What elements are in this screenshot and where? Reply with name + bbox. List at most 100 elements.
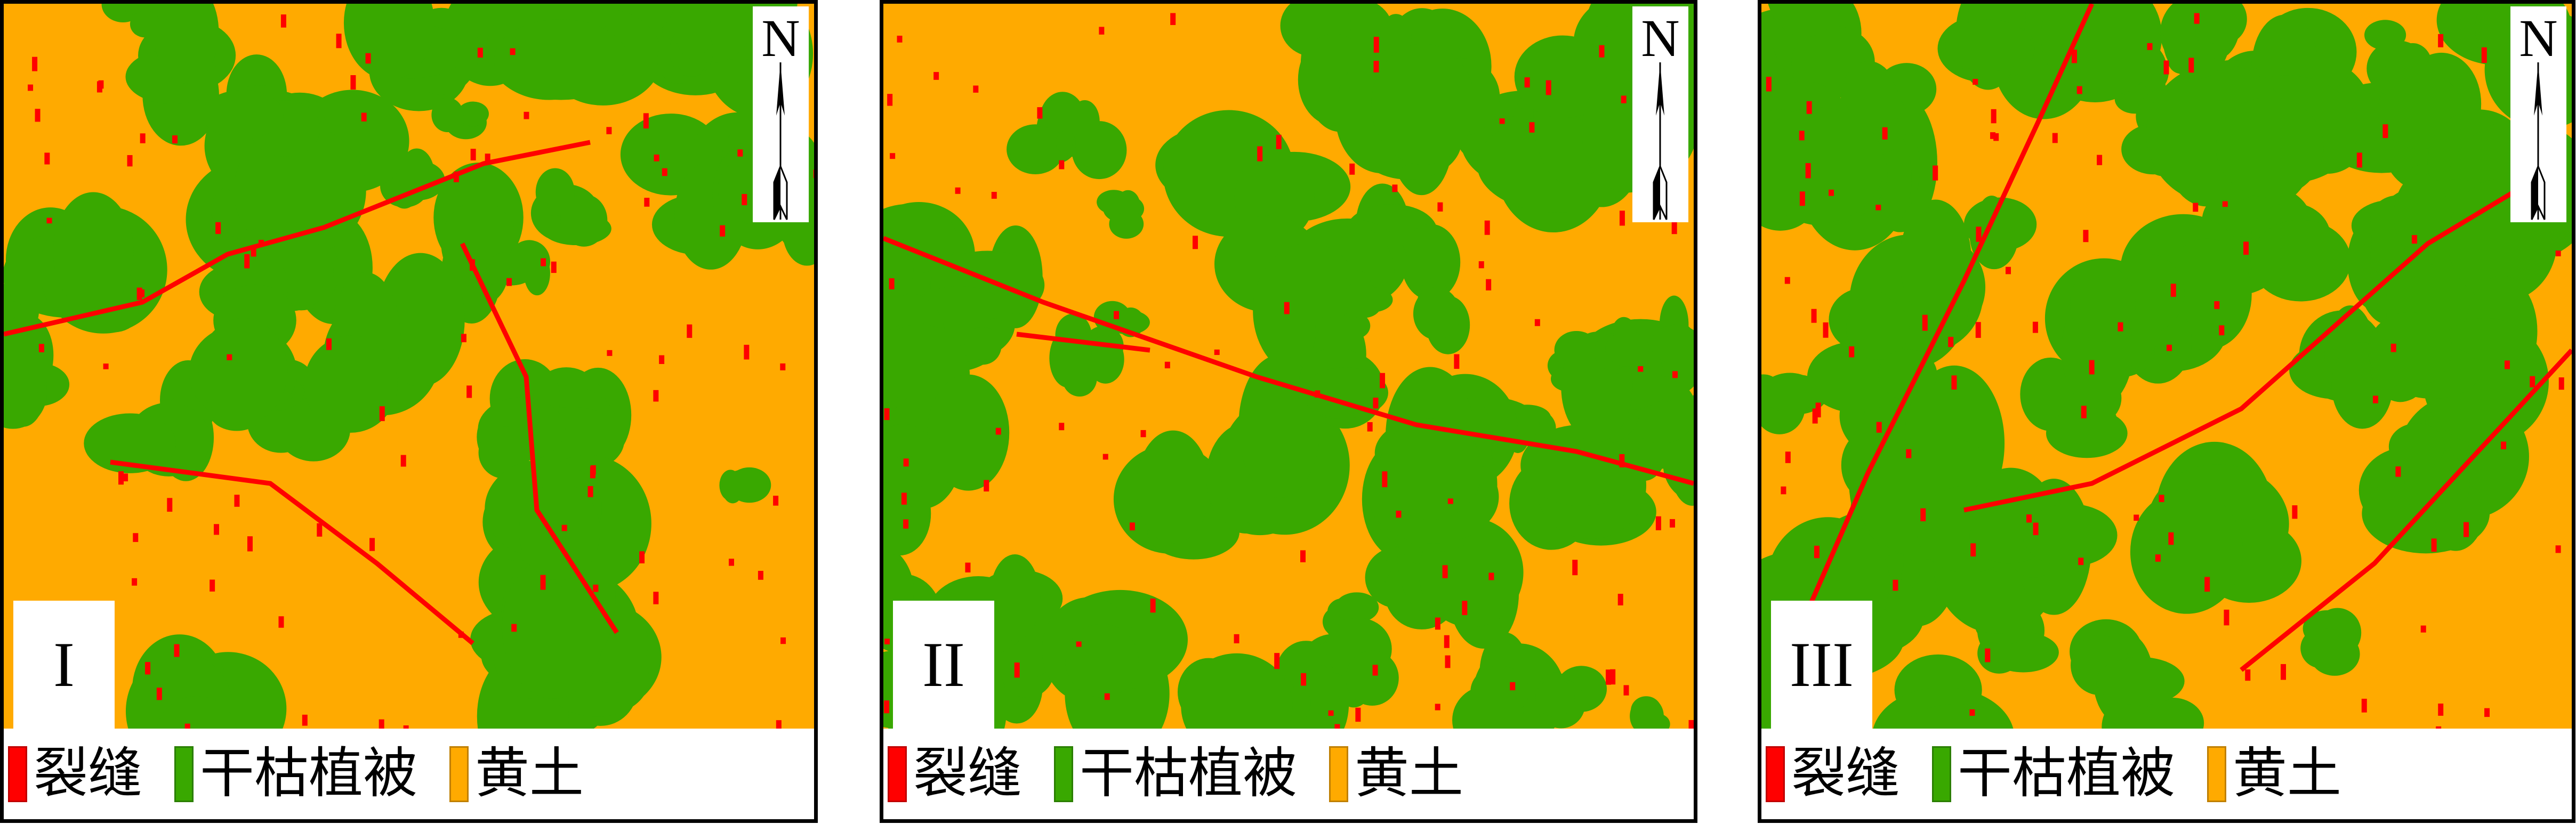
crack-pixel	[2076, 86, 2082, 94]
crack-pixel	[258, 239, 264, 247]
crack-pixel	[210, 579, 215, 592]
legend-item-vegetation: 干枯植被	[1054, 746, 1297, 802]
crack-pixel	[1445, 655, 1451, 668]
crack-pixel	[2438, 704, 2444, 716]
crack-pixel	[1373, 61, 1379, 72]
crack-pixel	[744, 344, 750, 360]
vegetation-patch	[888, 455, 922, 504]
crack-pixel	[2170, 284, 2176, 297]
crack-pixel	[2168, 532, 2174, 545]
vegetation-patch	[2140, 697, 2204, 729]
crack-pixel	[1014, 663, 1020, 678]
crack-pixel	[1922, 314, 1928, 331]
north-label: N	[761, 9, 800, 68]
crack-pixel	[461, 334, 466, 343]
legend-label: 干枯植被	[1958, 742, 2175, 805]
crack-line	[460, 243, 619, 634]
crack-pixel	[2147, 43, 2153, 50]
vegetation-patch	[1768, 4, 1844, 37]
legend-swatch-crack	[888, 746, 907, 802]
crack-pixel	[780, 363, 786, 370]
crack-pixel	[1276, 134, 1282, 149]
north-label: N	[2519, 9, 2558, 68]
crack-pixel	[1933, 165, 1938, 181]
legend-label: 干枯植被	[1080, 742, 1297, 805]
crack-pixel	[133, 533, 139, 542]
legend-swatch-vegetation	[174, 746, 194, 802]
crack-pixel	[1619, 211, 1625, 226]
crack-pixel	[1799, 131, 1805, 141]
crack-pixel	[1572, 560, 1578, 576]
crack-pixel	[44, 152, 50, 165]
vegetation-patch	[2196, 4, 2247, 45]
vegetation-patch	[457, 101, 489, 126]
crack-pixel	[1164, 361, 1170, 369]
crack-pixel	[1811, 309, 1817, 323]
crack-pixel	[1099, 27, 1105, 35]
crack-pixel	[653, 390, 659, 402]
vegetation-patch	[502, 557, 605, 699]
crack-pixel	[540, 575, 546, 590]
crack-pixel	[350, 75, 356, 90]
vegetation-patch	[1097, 190, 1131, 215]
crack-pixel	[984, 480, 989, 492]
crack-pixel	[1334, 724, 1340, 729]
crack-pixel	[1372, 665, 1378, 676]
vegetation-patch	[964, 327, 999, 360]
vegetation-patch	[2096, 657, 2185, 706]
legend-swatch-loess	[449, 746, 469, 802]
legend: 裂缝 干枯植被 黄土	[1761, 729, 2572, 819]
legend: 裂缝 干枯植被 黄土	[883, 729, 1694, 819]
crack-pixel	[2194, 13, 2200, 24]
crack-pixel	[1478, 261, 1484, 269]
legend-item-loess: 黄土	[1329, 746, 1463, 802]
legend-item-vegetation: 干枯植被	[174, 746, 417, 802]
vegetation-patch	[53, 192, 134, 311]
vegetation-patch	[494, 19, 628, 100]
crack-pixel	[2155, 554, 2161, 562]
crack-pixel	[1815, 402, 1821, 418]
crack-pixel	[227, 354, 232, 360]
crack-pixel	[326, 338, 332, 350]
crack-pixel	[1619, 454, 1625, 467]
crack-pixel	[1349, 163, 1355, 175]
north-label: N	[1641, 9, 1680, 68]
crack-pixel	[1688, 720, 1694, 729]
crack-pixel	[1973, 78, 1978, 85]
crack-pixel	[742, 193, 747, 205]
map-panel-1: N I 裂缝 干枯植被 黄土	[0, 0, 818, 823]
vegetation-patch	[927, 374, 1010, 491]
crack-pixel	[2555, 545, 2561, 553]
crack-pixel	[1976, 227, 1982, 242]
vegetation-patch	[1640, 705, 1663, 729]
crack-pixel	[2188, 58, 2194, 73]
crack-pixel	[2097, 155, 2103, 165]
vegetation-patch	[1335, 592, 1379, 623]
crack-pixel	[1104, 693, 1110, 700]
crack-pixel	[1991, 109, 1997, 124]
crack-pixel	[400, 455, 406, 467]
vegetation-patch	[2300, 628, 2342, 669]
crack-pixel	[1373, 398, 1379, 409]
crack-pixel	[365, 53, 371, 64]
crack-pixel	[1284, 302, 1290, 314]
crack-pixel	[1274, 653, 1280, 669]
crack-line	[1963, 161, 2563, 513]
crack-pixel	[720, 225, 726, 237]
panel-label: III	[1771, 601, 1872, 729]
crack-pixel	[2555, 251, 2561, 256]
vegetation-patch	[1899, 199, 1971, 321]
vegetation-patch	[1761, 107, 1885, 223]
crack-pixel	[46, 217, 52, 224]
vegetation-patch	[2394, 173, 2449, 257]
crack-pixel	[1193, 236, 1198, 249]
crack-pixel	[2163, 60, 2169, 75]
crack-pixel	[991, 191, 997, 199]
crack-pixel	[1435, 704, 1440, 710]
crack-pixel	[1623, 685, 1629, 696]
crack-pixel	[1373, 37, 1379, 53]
legend-swatch-crack	[8, 746, 27, 802]
crack-pixel	[639, 551, 645, 564]
crack-pixel	[2372, 395, 2378, 403]
crack-pixel	[1948, 336, 1954, 348]
